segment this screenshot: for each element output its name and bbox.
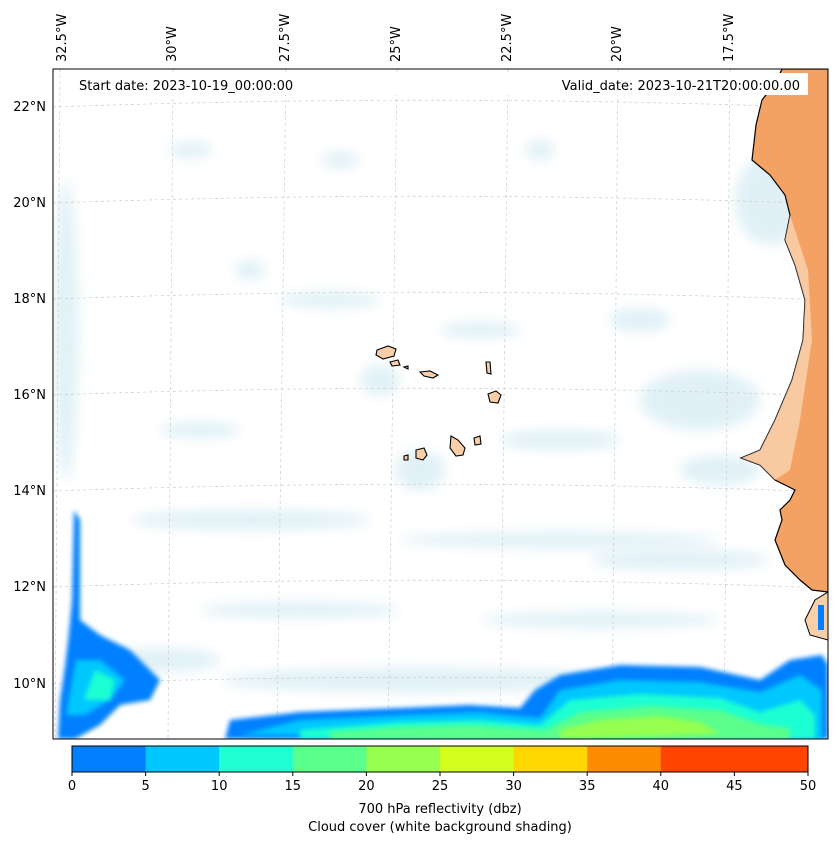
longitude-labels: 32.5°W 30°W 27.5°W 25°W 22.5°W 20°W 17.5…	[55, 14, 737, 62]
island-fogo	[415, 447, 428, 461]
lon-label-32-5w: 32.5°W	[55, 14, 70, 62]
colorbar-label-reflectivity: 700 hPa reflectivity (dbz)	[358, 802, 521, 817]
colorbar-tick-label: 5	[141, 779, 149, 794]
lon-label-22-5w: 22.5°W	[500, 14, 515, 62]
colorbar-tick-label: 50	[800, 779, 817, 794]
colorbar-tick-label: 0	[68, 779, 76, 794]
colorbar-swatch	[513, 746, 588, 772]
colorbar-swatch	[440, 746, 515, 772]
valid-date-label: Valid_date: 2023-10-21T20:00:00.00	[562, 79, 800, 94]
colorbar-label-cloud-cover: Cloud cover (white background shading)	[308, 820, 572, 835]
cloud-cover-shading	[54, 140, 805, 692]
lon-label-30w: 30°W	[165, 26, 180, 62]
island-santa-luzia	[402, 365, 409, 370]
island-maio	[473, 435, 482, 446]
africa-coast-shading	[741, 215, 812, 480]
island-boa-vista	[487, 390, 502, 404]
lon-label-20w: 20°W	[610, 26, 625, 62]
latitude-labels: 22°N 20°N 18°N 16°N 14°N 12°N 10°N	[13, 100, 46, 692]
lat-label-14n: 14°N	[13, 484, 46, 499]
island-sao-nicolau	[418, 370, 440, 379]
colorbar: 0 5 10 15 20 25 30 35 40 45 50 700 hPa reflectivit…	[68, 745, 816, 835]
colorbar-swatch	[660, 746, 735, 772]
map-gridlines	[53, 69, 828, 739]
lat-label-20n: 20°N	[13, 196, 46, 211]
island-santo-antao	[375, 345, 397, 360]
colorbar-tick-label: 20	[358, 779, 375, 794]
lat-label-10n: 10°N	[13, 677, 46, 692]
colorbar-swatch	[734, 746, 809, 772]
lat-label-12n: 12°N	[13, 580, 46, 595]
colorbar-tick-label: 40	[653, 779, 670, 794]
lat-label-22n: 22°N	[13, 100, 46, 115]
colorbar-ticks: 0 5 10 15 20 25 30 35 40 45 50	[68, 772, 816, 794]
colorbar-swatches	[72, 746, 809, 772]
island-santiago	[449, 435, 466, 457]
colorbar-tick-label: 35	[579, 779, 596, 794]
colorbar-tick-label: 30	[505, 779, 522, 794]
start-date-label: Start date: 2023-10-19_00:00:00	[79, 79, 293, 94]
lon-label-17-5w: 17.5°W	[722, 14, 737, 62]
colorbar-tick-label: 15	[285, 779, 302, 794]
lon-label-25w: 25°W	[389, 26, 404, 62]
colorbar-swatch	[72, 746, 147, 772]
colorbar-swatch	[292, 746, 367, 772]
header-strip	[70, 73, 808, 95]
colorbar-tick-label: 45	[726, 779, 743, 794]
island-brava	[403, 454, 409, 461]
colorbar-swatch	[587, 746, 662, 772]
colorbar-swatch	[145, 746, 220, 772]
colorbar-swatch	[219, 746, 294, 772]
map-panel: Start date: 2023-10-19_00:00:00 Valid_da…	[53, 69, 828, 739]
island-sal	[485, 361, 492, 375]
lon-label-27-5w: 27.5°W	[278, 14, 293, 62]
map-frame	[52, 68, 829, 740]
cape-verde-islands	[375, 345, 502, 461]
reflectivity-bands	[58, 510, 828, 739]
lat-label-18n: 18°N	[13, 292, 46, 307]
colorbar-swatch	[366, 746, 441, 772]
island-sao-vicente	[389, 359, 401, 367]
lat-label-16n: 16°N	[13, 388, 46, 403]
colorbar-tick-label: 25	[432, 779, 449, 794]
colorbar-tick-label: 10	[211, 779, 228, 794]
